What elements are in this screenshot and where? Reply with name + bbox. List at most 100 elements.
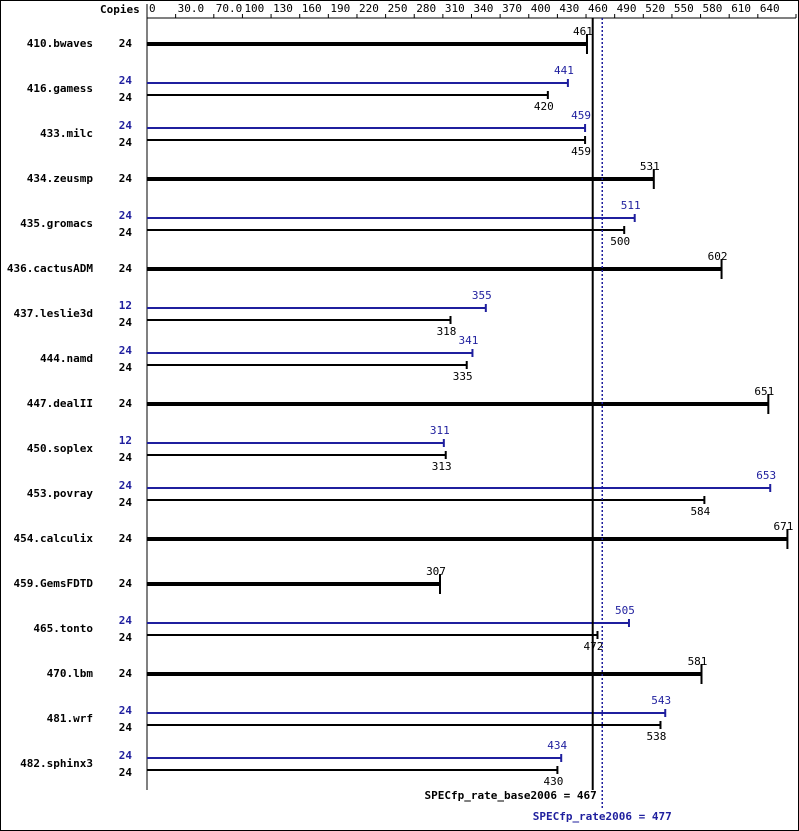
value-label: 318 — [437, 325, 457, 338]
value-label: 459 — [571, 145, 591, 158]
bar — [147, 454, 446, 456]
bar — [147, 582, 441, 586]
x-tick-label: 340 — [474, 2, 494, 15]
benchmark-name: 416.gamess — [27, 82, 93, 95]
copies: 24 — [119, 262, 133, 275]
copies: 24 — [119, 479, 133, 492]
bar — [147, 634, 598, 636]
value-label: 420 — [534, 100, 554, 113]
bar — [147, 217, 635, 219]
value-label: 500 — [610, 235, 630, 248]
benchmark-name: 481.wrf — [47, 712, 93, 725]
benchmark-name: 435.gromacs — [20, 217, 93, 230]
benchmark-name: 454.calculix — [14, 532, 94, 545]
benchmark-name: 433.milc — [40, 127, 93, 140]
copies: 24 — [119, 74, 133, 87]
benchmark-name: 450.soplex — [27, 442, 94, 455]
copies: 24 — [119, 451, 133, 464]
bar — [147, 127, 586, 129]
benchmark-name: 410.bwaves — [27, 37, 93, 50]
bar — [147, 724, 661, 726]
copies: 12 — [119, 434, 132, 447]
value-label: 602 — [708, 250, 728, 263]
copies: 24 — [119, 136, 133, 149]
copies: 24 — [119, 316, 133, 329]
copies: 24 — [119, 91, 133, 104]
benchmark-name: 434.zeusmp — [27, 172, 94, 185]
x-tick-label: 310 — [445, 2, 465, 15]
copies: 24 — [119, 209, 133, 222]
reference-label: SPECfp_rate2006 = 477 — [533, 810, 672, 823]
value-label: 581 — [688, 655, 708, 668]
value-label: 441 — [554, 64, 574, 77]
bar — [147, 769, 558, 771]
benchmark-name: 447.dealII — [27, 397, 93, 410]
copies: 24 — [119, 226, 133, 239]
value-label: 434 — [547, 739, 567, 752]
benchmark-name: 436.cactusADM — [7, 262, 93, 275]
x-tick-label: 460 — [588, 2, 608, 15]
x-tick-label: 520 — [645, 2, 665, 15]
x-tick-label: 0 — [149, 2, 156, 15]
reference-label: SPECfp_rate_base2006 = 467 — [425, 789, 597, 802]
benchmark-name: 459.GemsFDTD — [14, 577, 94, 590]
x-tick-label: 100 — [244, 2, 264, 15]
copies: 24 — [119, 704, 133, 717]
x-tick-label: 550 — [674, 2, 694, 15]
x-tick-label: 400 — [531, 2, 551, 15]
value-label: 505 — [615, 604, 635, 617]
bar — [147, 622, 629, 624]
value-label: 459 — [571, 109, 591, 122]
bar — [147, 402, 769, 406]
value-label: 355 — [472, 289, 492, 302]
value-label: 307 — [426, 565, 446, 578]
bar — [147, 82, 568, 84]
copies: 24 — [119, 749, 133, 762]
bar — [147, 229, 625, 231]
benchmark-name: 444.namd — [40, 352, 93, 365]
value-label: 311 — [430, 424, 450, 437]
copies: 24 — [119, 361, 133, 374]
x-tick-label: 70.0 — [216, 2, 243, 15]
benchmark-name: 465.tonto — [33, 622, 93, 635]
value-label: 313 — [432, 460, 452, 473]
copies: 24 — [119, 397, 133, 410]
copies: 24 — [119, 631, 133, 644]
copies: 24 — [119, 721, 133, 734]
x-tick-label: 610 — [731, 2, 751, 15]
copies: 24 — [119, 667, 133, 680]
value-label: 430 — [543, 775, 563, 788]
value-label: 335 — [453, 370, 473, 383]
x-tick-label: 30.0 — [178, 2, 205, 15]
bar — [147, 364, 467, 366]
value-label: 651 — [754, 385, 774, 398]
bar — [147, 267, 722, 271]
benchmark-name: 470.lbm — [47, 667, 94, 680]
x-tick-label: 190 — [330, 2, 350, 15]
bar — [147, 42, 587, 46]
x-tick-label: 580 — [703, 2, 723, 15]
x-tick-label: 430 — [559, 2, 579, 15]
bar — [147, 442, 444, 444]
copies: 24 — [119, 614, 133, 627]
value-label: 653 — [756, 469, 776, 482]
x-tick-label: 490 — [617, 2, 637, 15]
value-label: 531 — [640, 160, 660, 173]
value-label: 584 — [690, 505, 710, 518]
copies: 24 — [119, 766, 133, 779]
bar — [147, 177, 654, 181]
value-label: 461 — [573, 25, 593, 38]
benchmark-name: 437.leslie3d — [14, 307, 93, 320]
copies: 24 — [119, 172, 133, 185]
x-tick-label: 640 — [760, 2, 780, 15]
bar — [147, 307, 486, 309]
bar — [147, 319, 451, 321]
copies: 24 — [119, 37, 133, 50]
bar — [147, 537, 788, 541]
benchmark-name: 482.sphinx3 — [20, 757, 93, 770]
value-label: 341 — [459, 334, 479, 347]
bar — [147, 712, 666, 714]
bar — [147, 672, 702, 676]
